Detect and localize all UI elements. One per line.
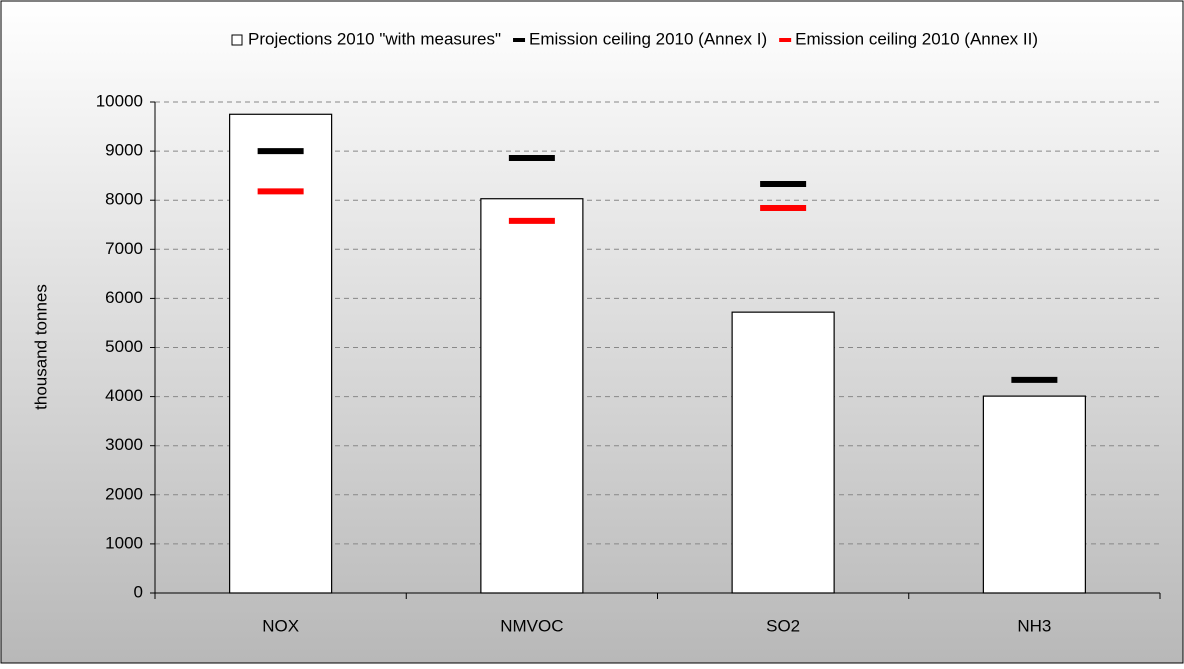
bar bbox=[229, 113, 333, 594]
y-tick-label: 3000 bbox=[105, 435, 143, 454]
y-axis-label: thousand tonnes bbox=[31, 284, 50, 410]
legend-label: Emission ceiling 2010 (Annex I) bbox=[529, 29, 767, 48]
y-tick-label: 5000 bbox=[105, 337, 143, 356]
y-tick-label: 2000 bbox=[105, 484, 143, 503]
legend-label: Projections 2010 "with measures" bbox=[248, 29, 501, 48]
x-tick-label: NH3 bbox=[1017, 616, 1051, 635]
x-tick-label: NOX bbox=[262, 616, 299, 635]
x-tick-label: NMVOC bbox=[500, 616, 563, 635]
y-tick-label: 8000 bbox=[105, 190, 143, 209]
y-tick-label: 10000 bbox=[96, 91, 143, 110]
y-tick-label: 7000 bbox=[105, 239, 143, 258]
y-tick-label: 1000 bbox=[105, 533, 143, 552]
y-tick-label: 6000 bbox=[105, 288, 143, 307]
y-tick-label: 0 bbox=[134, 582, 143, 601]
y-tick-label: 4000 bbox=[105, 386, 143, 405]
x-tick-label: SO2 bbox=[766, 616, 800, 635]
bar bbox=[480, 198, 584, 594]
bar bbox=[982, 395, 1086, 594]
legend-label: Emission ceiling 2010 (Annex II) bbox=[795, 29, 1038, 48]
bar bbox=[731, 311, 835, 594]
y-tick-label: 9000 bbox=[105, 141, 143, 160]
legend-swatch bbox=[231, 34, 243, 46]
